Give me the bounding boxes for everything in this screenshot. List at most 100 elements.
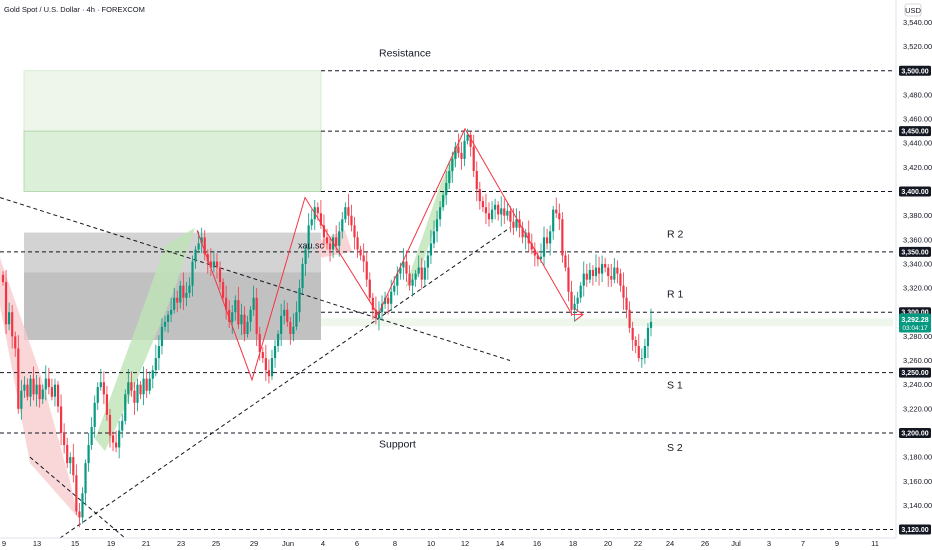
candle-body bbox=[26, 384, 29, 397]
candle bbox=[585, 263, 588, 287]
candle bbox=[166, 311, 170, 333]
candle bbox=[298, 279, 301, 322]
price-tick: 3,380.00 bbox=[903, 211, 932, 220]
candle bbox=[579, 282, 582, 303]
level-pill[interactable] bbox=[899, 246, 931, 257]
candle bbox=[41, 384, 44, 404]
candle bbox=[130, 371, 133, 397]
candle-body bbox=[4, 282, 8, 325]
candle bbox=[292, 313, 295, 342]
candle-body bbox=[72, 457, 75, 476]
candle bbox=[56, 381, 60, 413]
candle-body bbox=[322, 225, 326, 238]
candle bbox=[616, 260, 619, 284]
candle-body bbox=[438, 207, 442, 220]
candle-body bbox=[387, 297, 390, 304]
candle bbox=[179, 280, 182, 309]
level-pill[interactable] bbox=[899, 524, 931, 535]
current-price-pill[interactable] bbox=[899, 313, 931, 333]
price-tick: 3,160.00 bbox=[903, 477, 932, 486]
candle bbox=[243, 306, 246, 342]
time-tick: 16 bbox=[533, 539, 541, 548]
candle-body bbox=[506, 210, 509, 216]
candle-body bbox=[243, 314, 246, 334]
candle bbox=[469, 131, 472, 157]
candle bbox=[276, 330, 280, 353]
label-r1: R 1 bbox=[667, 289, 684, 301]
candle bbox=[426, 250, 429, 280]
candle bbox=[8, 302, 11, 331]
price-axis-bg bbox=[896, 0, 932, 550]
candle bbox=[173, 288, 176, 314]
candle bbox=[99, 368, 102, 391]
candle-body bbox=[466, 134, 469, 141]
candle-body bbox=[267, 370, 271, 377]
candle-body bbox=[136, 384, 139, 403]
candle bbox=[231, 304, 234, 334]
candle-body bbox=[289, 321, 292, 334]
candle bbox=[619, 268, 622, 292]
label-resistance: Resistance bbox=[379, 47, 431, 59]
price-axis[interactable]: USD 3,140.00 3,160.00 3,180.00 3,220.00 3,240… bbox=[895, 0, 932, 550]
level-pill[interactable] bbox=[899, 367, 931, 378]
candle bbox=[387, 294, 390, 315]
label-s2: S 2 bbox=[667, 442, 683, 454]
candle bbox=[506, 203, 509, 221]
candle-body bbox=[494, 204, 497, 210]
candle-body bbox=[240, 314, 243, 325]
candle bbox=[494, 198, 497, 220]
currency-box[interactable] bbox=[904, 3, 922, 17]
candle bbox=[588, 262, 591, 284]
candle-body bbox=[341, 219, 344, 232]
candle bbox=[38, 377, 41, 408]
time-tick: 29 bbox=[250, 539, 258, 548]
candle bbox=[102, 371, 105, 404]
time-tick: 25 bbox=[212, 539, 220, 548]
candle-body bbox=[176, 297, 179, 303]
candle-body bbox=[594, 267, 598, 277]
zones-layer bbox=[0, 70, 893, 518]
candle bbox=[359, 245, 362, 261]
candle-body bbox=[423, 267, 426, 280]
candle bbox=[628, 301, 631, 333]
candle bbox=[338, 221, 341, 257]
level-pill[interactable] bbox=[899, 186, 931, 197]
candle-body bbox=[469, 134, 472, 147]
candle bbox=[17, 335, 20, 414]
candle bbox=[594, 254, 598, 283]
candle-body bbox=[426, 255, 429, 268]
candle-body bbox=[448, 170, 451, 184]
level-pill[interactable] bbox=[899, 427, 931, 438]
candle-body bbox=[649, 321, 653, 328]
price-tick: 3,220.00 bbox=[903, 404, 932, 413]
level-pill[interactable] bbox=[899, 65, 931, 76]
candle-body bbox=[148, 378, 151, 391]
candle-body bbox=[228, 309, 231, 322]
candle bbox=[567, 254, 570, 302]
level-pill-label: 3,200.00 bbox=[901, 430, 928, 437]
candle-body bbox=[552, 209, 555, 232]
currency-label: USD bbox=[905, 6, 921, 15]
candle bbox=[307, 213, 310, 258]
candle bbox=[432, 220, 436, 249]
price-tick: 3,260.00 bbox=[903, 356, 932, 365]
candle-body bbox=[166, 314, 170, 322]
candle-body bbox=[558, 213, 561, 220]
candle bbox=[108, 408, 112, 448]
candle-body bbox=[549, 231, 552, 244]
candle bbox=[497, 201, 500, 221]
candle-body bbox=[121, 420, 124, 431]
candle-body bbox=[215, 261, 219, 268]
level-pill[interactable] bbox=[899, 126, 931, 137]
candle bbox=[151, 365, 154, 389]
candle bbox=[380, 295, 384, 321]
candle bbox=[84, 459, 87, 506]
candle bbox=[341, 212, 344, 239]
time-tick: 10 bbox=[427, 539, 435, 548]
time-axis[interactable]: 9 13 15 19 21 23 25 29 Jun 4 6 8 10 12 14 16 18 20 22 24 26 J… bbox=[0, 537, 896, 548]
candle bbox=[368, 272, 371, 302]
candle bbox=[249, 306, 252, 332]
candle-body bbox=[182, 285, 185, 298]
candle-body bbox=[170, 309, 173, 315]
